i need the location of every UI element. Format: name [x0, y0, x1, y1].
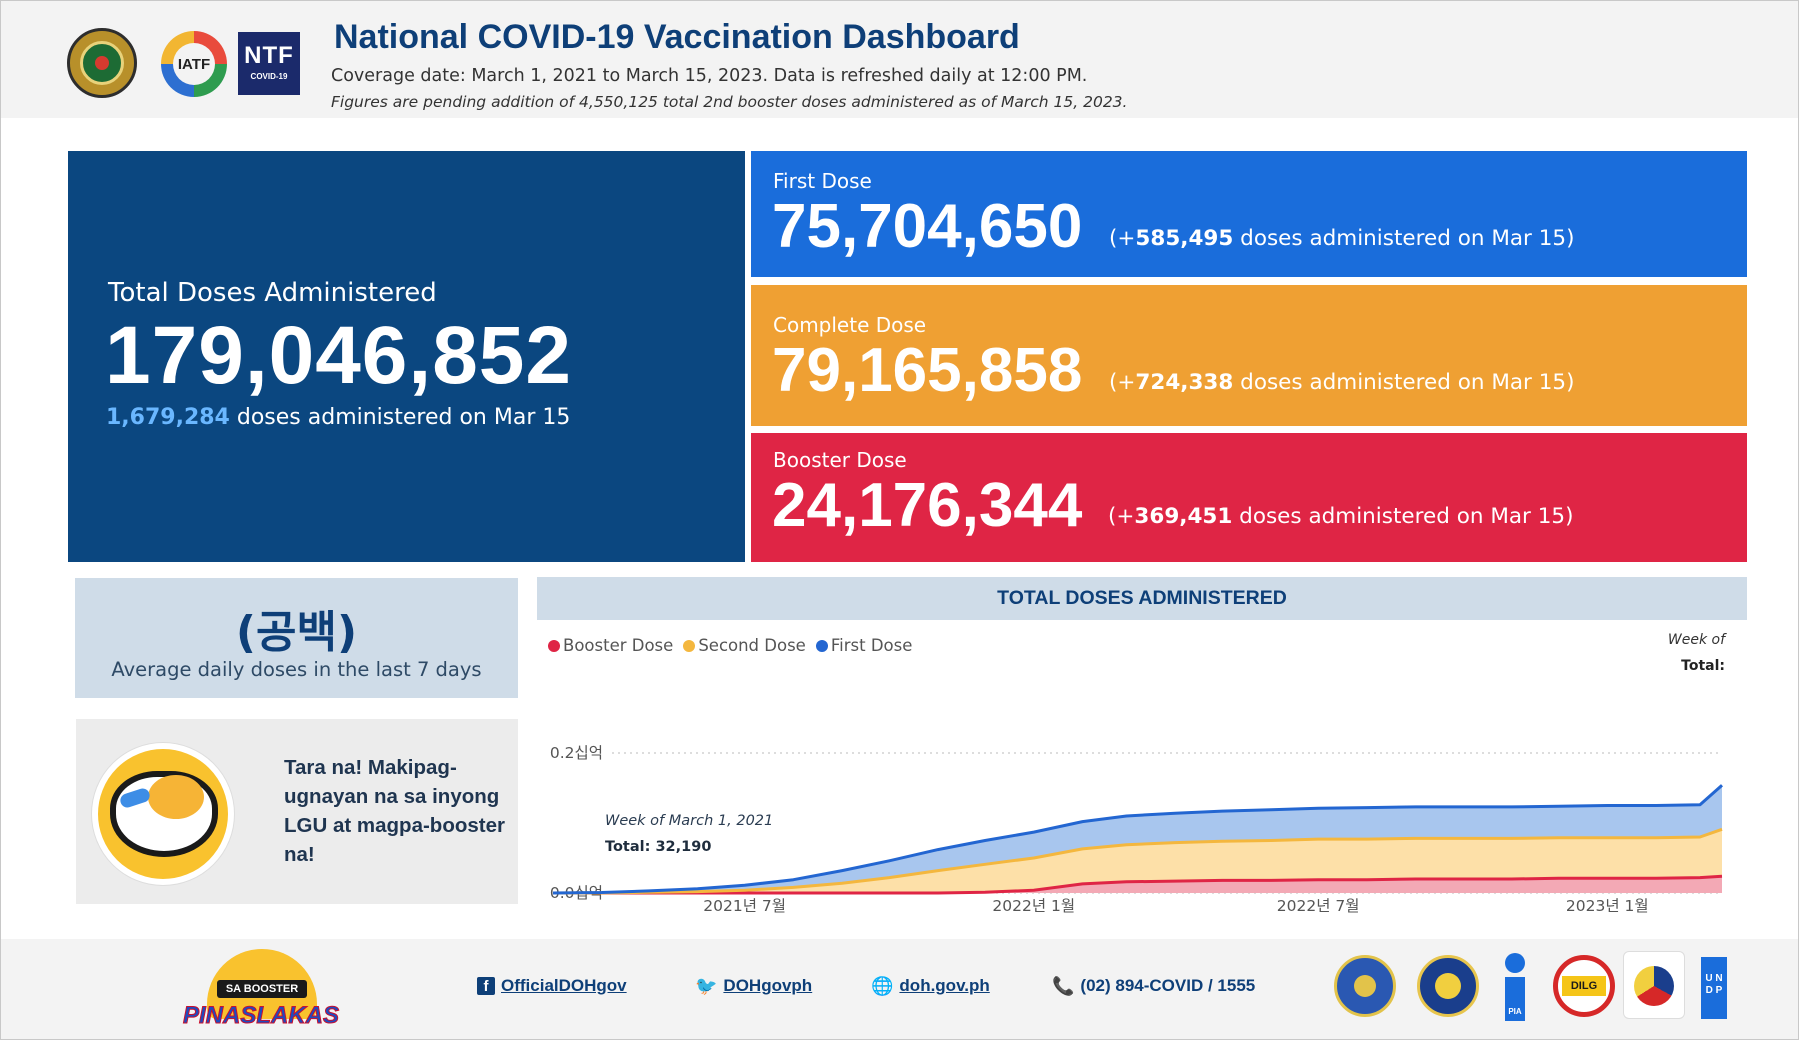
complete-dose-delta: (+724,338 doses administered on Mar 15)	[1109, 370, 1575, 395]
globe-icon: 🌐	[871, 976, 894, 996]
tooltip-week: Week of	[1667, 632, 1725, 648]
ntf-logo: NTF COVID-19	[238, 32, 300, 95]
x-tick-label: 2021년 7월	[703, 897, 786, 915]
iatf-logo: IATF	[161, 31, 227, 97]
booster-dose-card: Booster Dose 24,176,344 (+369,451 doses …	[751, 433, 1747, 562]
legend-label-first: First Dose	[830, 636, 913, 655]
complete-dose-label: Complete Dose	[773, 313, 927, 337]
total-doses-label: Total Doses Administered	[108, 278, 437, 308]
pending-note: Figures are pending addition of 4,550,12…	[331, 93, 1128, 111]
total-doses-daily: 1,679,284 doses administered on Mar 15	[106, 405, 570, 430]
pinaslakas-logo: SA BOOSTER PINASLAKAS	[177, 947, 345, 1031]
total-daily-suffix: doses administered on Mar 15	[229, 405, 571, 430]
facebook-icon: f	[477, 977, 495, 995]
first-dose-card: First Dose 75,704,650 (+585,495 doses ad…	[751, 151, 1747, 277]
legend-item-first[interactable]: First Dose	[815, 636, 913, 655]
dilg-logo: DILG	[1553, 955, 1615, 1017]
y-tick-label: 0.2십억	[550, 744, 603, 762]
twitter-icon: 🐦	[695, 976, 718, 996]
first-dose-value: 75,704,650	[772, 192, 1083, 261]
complete-dose-delta-count: 724,338	[1135, 370, 1234, 395]
legend-dot-second	[683, 639, 696, 652]
legend-item-booster[interactable]: Booster Dose	[548, 636, 673, 655]
legend-label-second: Second Dose	[698, 636, 806, 655]
phone-icon: 📞	[1052, 976, 1075, 996]
coverage-date: Coverage date: March 1, 2021 to March 15…	[331, 66, 1088, 86]
doh-seal-logo	[67, 28, 137, 98]
area-second	[553, 829, 1722, 893]
page-title: National COVID-19 Vaccination Dashboard	[334, 18, 1020, 56]
line-first	[552, 784, 1723, 895]
website-link[interactable]: 🌐 doh.gov.ph	[871, 976, 990, 996]
total-daily-count: 1,679,284	[106, 405, 230, 430]
legend-label-booster: Booster Dose	[563, 636, 674, 655]
line-booster	[553, 874, 1723, 895]
facebook-link[interactable]: f OfficialDOHgov	[477, 976, 627, 996]
average-daily-value: (공백)	[235, 607, 358, 658]
chart-heading: TOTAL DOSES ADMINISTERED	[537, 577, 1747, 620]
x-tick-label: 2022년 1월	[992, 897, 1075, 915]
first-dose-delta: (+585,495 doses administered on Mar 15)	[1109, 226, 1575, 251]
booster-promo-card: Tara na! Makipag-ugnayan na sa inyong LG…	[76, 719, 518, 904]
total-doses-card: Total Doses Administered 179,046,852 1,6…	[68, 151, 745, 562]
pia-logo: PIA	[1501, 953, 1529, 1021]
legend-item-second[interactable]: Second Dose	[683, 636, 806, 655]
footer: SA BOOSTER PINASLAKAS f OfficialDOHgov 🐦 D…	[1, 939, 1798, 1039]
tooltip-total: Total:	[1681, 658, 1725, 674]
booster-dose-label: Booster Dose	[773, 448, 907, 472]
x-tick-label: 2023년 1월	[1566, 897, 1649, 915]
line-second	[552, 827, 1723, 895]
legend-dot-first	[815, 639, 828, 652]
first-dose-label: First Dose	[773, 169, 872, 193]
complete-dose-value: 79,165,858	[772, 336, 1083, 405]
complete-dose-card: Complete Dose 79,165,858 (+724,338 doses…	[751, 285, 1747, 426]
pco-seal-logo	[1334, 955, 1396, 1017]
promo-text: Tara na! Makipag-ugnayan na sa inyong LG…	[284, 756, 505, 866]
booster-dose-delta-count: 369,451	[1134, 504, 1233, 529]
booster-dose-delta: (+369,451 doses administered on Mar 15)	[1108, 504, 1574, 529]
first-dose-delta-count: 585,495	[1135, 226, 1234, 251]
booster-dose-value: 24,176,344	[772, 471, 1083, 540]
agency-seal-logo	[1623, 951, 1685, 1019]
chart-annotation-total: Total: 32,190	[605, 839, 712, 855]
average-daily-label: Average daily doses in the last 7 days	[111, 658, 482, 681]
average-daily-card: (공백) Average daily doses in the last 7 d…	[75, 578, 518, 698]
legend-dot-booster	[548, 639, 560, 652]
x-tick-label: 2022년 7월	[1277, 897, 1360, 915]
chart-annotation-week: Week of March 1, 2021	[605, 813, 774, 829]
undp-logo: U N D P	[1701, 957, 1727, 1019]
area-first	[553, 785, 1722, 893]
total-doses-value: 179,046,852	[105, 310, 573, 401]
phone-number: 📞 (02) 894-COVID / 1555	[1052, 976, 1256, 996]
twitter-link[interactable]: 🐦 DOHgovph	[695, 976, 813, 996]
pmo-seal-logo	[1417, 955, 1479, 1017]
flexed-arm-bandage-icon	[92, 743, 234, 885]
chart-legend: Booster Dose Second Dose First Dose	[548, 636, 912, 655]
header: IATF NTF COVID-19	[1, 1, 1798, 118]
